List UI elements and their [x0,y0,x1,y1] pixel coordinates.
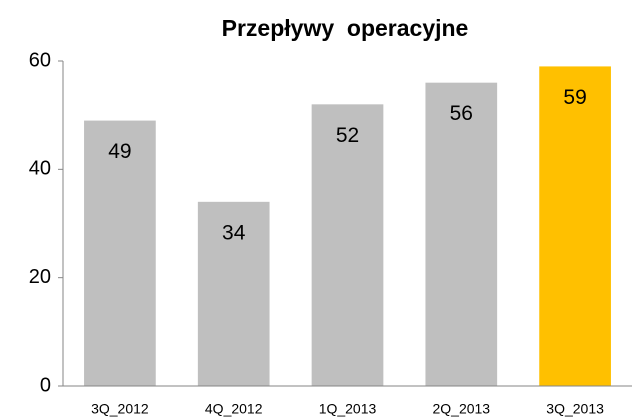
bar [425,82,498,387]
value-label: 59 [563,86,586,109]
bar [84,120,156,386]
y-tick-label: 20 [29,266,51,288]
bar [539,66,611,387]
y-tick-label: 40 [29,158,51,180]
bar [197,201,270,386]
value-label: 34 [222,221,246,244]
chart-title: Przepływy operacyjne [222,15,469,41]
value-label: 52 [336,124,359,147]
value-label: 49 [108,140,131,163]
x-tick-label: 4Q_2012 [205,401,263,417]
bar [311,104,384,386]
value-label: 56 [450,102,473,125]
x-tick-label: 2Q_2013 [432,401,490,417]
x-tick-label: 1Q_2013 [319,401,377,417]
y-tick-label: 60 [29,49,51,71]
y-tick-label: 0 [40,374,51,396]
x-tick-label: 3Q_2012 [91,401,149,417]
x-tick-label: 3Q_2013 [546,401,604,417]
